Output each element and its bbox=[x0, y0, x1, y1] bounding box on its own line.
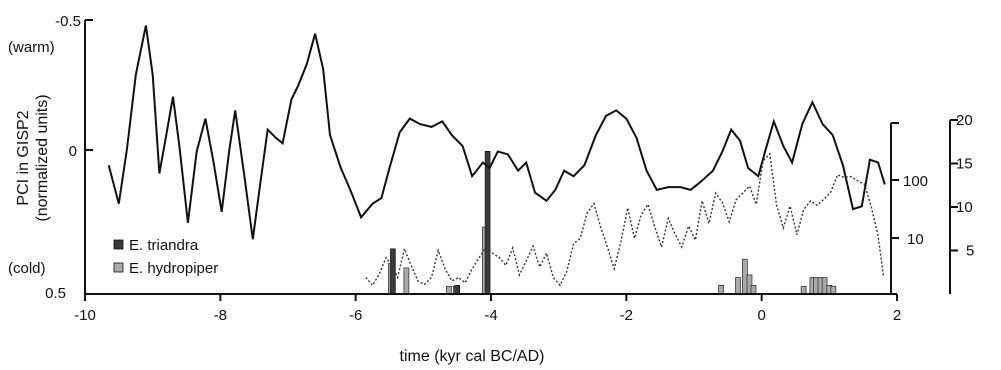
x-tick-label: -4 bbox=[484, 307, 497, 324]
left-axis-title-line2: (normalized units) bbox=[34, 94, 51, 221]
left-axis-title-line1: PCI in GISP2 bbox=[15, 110, 32, 205]
pci-line bbox=[107, 25, 886, 240]
legend-label-triandra: E. triandra bbox=[129, 237, 199, 254]
x-axis: -10 -8 -6 -4 -2 0 2 time (kyr cal BC/AD) bbox=[74, 293, 901, 365]
bar-hydropiper bbox=[812, 277, 819, 295]
legend: E. triandra E. hydropiper bbox=[113, 237, 218, 277]
bar-hydropiper bbox=[800, 285, 807, 295]
bar-hydropiper bbox=[718, 284, 724, 295]
bar-hydropiper bbox=[735, 277, 741, 295]
right-tick-label: 15 bbox=[956, 156, 973, 173]
left-tick-label-zero: 0 bbox=[69, 143, 77, 160]
plot-area bbox=[107, 25, 886, 295]
left-tick-label-top: -0.5 bbox=[55, 13, 81, 30]
x-ticks: -10 -8 -6 -4 -2 0 2 bbox=[74, 294, 901, 324]
pollen-bars bbox=[388, 151, 837, 295]
right-ticks: 20 15 10 5 bbox=[950, 112, 974, 260]
bar-hydropiper bbox=[750, 284, 757, 295]
middle-axis: 100 10 bbox=[890, 122, 928, 294]
x-tick-label: -6 bbox=[349, 307, 362, 324]
right-tick-label: 5 bbox=[966, 243, 974, 260]
bar-triandra bbox=[454, 284, 461, 295]
bar-hydropiper bbox=[830, 285, 837, 295]
right-tick-label: 10 bbox=[956, 199, 973, 216]
left-axis: -0.5 (warm) 0 (cold) 0.5 PCI in GISP2 (n… bbox=[8, 13, 93, 302]
x-axis-title: time (kyr cal BC/AD) bbox=[400, 348, 545, 365]
dotted-line bbox=[365, 152, 885, 287]
x-tick-label: 2 bbox=[893, 307, 901, 324]
left-tick-label-bottom: 0.5 bbox=[45, 285, 66, 302]
legend-swatch-hydropiper bbox=[113, 262, 124, 273]
bar-hydropiper bbox=[821, 277, 828, 295]
legend-swatch-triandra bbox=[113, 239, 124, 250]
right-axis: 20 15 10 5 bbox=[949, 112, 974, 294]
legend-label-hydropiper: E. hydropiper bbox=[129, 260, 218, 277]
x-tick-label: -2 bbox=[620, 307, 633, 324]
x-tick-label: -8 bbox=[214, 307, 227, 324]
bar-triandra bbox=[484, 151, 491, 295]
cold-note: (cold) bbox=[8, 260, 46, 277]
right-tick-label: 20 bbox=[956, 112, 973, 129]
bar-hydropiper bbox=[446, 285, 452, 295]
bar-hydropiper bbox=[403, 267, 410, 295]
x-tick-label: -10 bbox=[74, 307, 96, 324]
middle-tick-label-10: 10 bbox=[907, 231, 924, 248]
middle-tick-label-100: 100 bbox=[903, 173, 928, 190]
bar-hydropiper bbox=[741, 258, 748, 295]
warm-note: (warm) bbox=[8, 39, 55, 56]
x-tick-label: 0 bbox=[757, 307, 765, 324]
